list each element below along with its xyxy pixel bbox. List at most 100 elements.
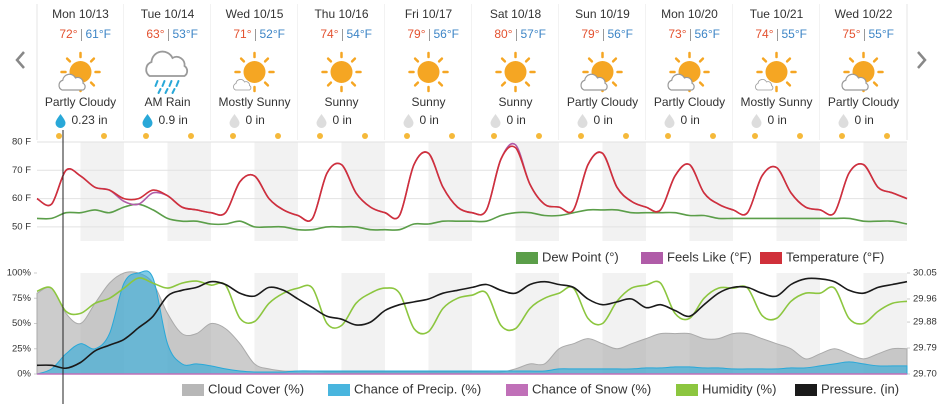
legend-swatch [516,252,538,264]
condition: Sunny [411,95,445,109]
legend-swatch [641,252,663,264]
sunrise-dot [143,133,149,139]
legend-label: Feels Like (°F) [667,249,752,264]
night-band [515,142,559,241]
condition: Sunny [324,95,358,109]
precip: 0 in [594,113,613,127]
sunset-dot [710,133,716,139]
low-temp: 56°F [608,27,633,41]
precip: 0.23 in [72,113,108,127]
day-card: Tue 10/14 63° 53°F AM Rain 0.9 in [124,4,212,140]
y2-tick-label: 29.88 [913,317,937,328]
low-temp: 54°F [347,27,372,41]
line [36,277,908,335]
precip: 0 in [246,113,265,127]
condition: Partly Cloudy [828,95,899,109]
day-label: Fri 10/17 [405,7,453,21]
high-temp: 72° [59,27,77,41]
high-temp: 75° [842,27,860,41]
legend-swatch [760,252,782,264]
sunrise-dot [317,133,323,139]
legend-label: Temperature (°F) [786,249,884,264]
y2-tick-label: 30.05 [913,268,937,279]
low-temp: 55°F [869,27,894,41]
condition: AM Rain [144,95,190,109]
y-tick-label: 50 F [12,221,31,232]
high-temp: 80° [494,27,512,41]
line [36,203,908,231]
prev-arrow[interactable] [15,51,25,69]
y-tick-label: 25% [12,343,32,354]
day-label: Thu 10/16 [314,7,368,21]
y-tick-label: 75% [12,293,32,304]
y-tick-label: 70 F [12,165,31,176]
day-label: Tue 10/14 [141,7,195,21]
high-temp: 71° [233,27,251,41]
night-band [776,142,820,241]
day-card: Sun 10/19 79° 56°F Partly Cloudy 0 in [559,4,647,140]
y2-tick-label: 29.70 [913,369,937,380]
next-arrow[interactable] [917,51,927,69]
legend-label: Chance of Precip. (%) [354,381,481,396]
sunrise-dot [491,133,497,139]
y-tick-label: 0% [17,369,31,380]
night-band [428,142,472,241]
day-label: Sun 10/19 [575,7,630,21]
charts: 80 F 70 F 60 F 50 F Dew Point (°) Feels Like … [7,137,937,397]
legend-swatch [182,384,204,396]
day-card: Tue 10/21 74° 55°F Mostly Sunny 0 in [733,4,821,140]
high-temp: 79° [581,27,599,41]
chart: 80 F 70 F 60 F 50 F Dew Point (°) Feels Like … [12,137,908,264]
precip: 0 in [333,113,352,127]
high-temp: 74° [320,27,338,41]
night-band [689,142,733,241]
precip: 0 in [507,113,526,127]
day-card: Fri 10/17 79° 56°F Sunny 0 in [385,4,473,140]
day-label: Mon 10/20 [661,7,718,21]
sunrise-dot [404,133,410,139]
condition: Sunny [498,95,532,109]
night-band [602,142,646,241]
low-temp: 56°F [695,27,720,41]
condition: Partly Cloudy [45,95,116,109]
line [36,145,908,222]
legend-label: Dew Point (°) [542,249,619,264]
day-card: Wed 10/22 75° 55°F Partly Cloudy 0 in [820,4,908,140]
high-temp: 74° [755,27,773,41]
sunset-dot [797,133,803,139]
sunset-dot [623,133,629,139]
high-temp: 73° [668,27,686,41]
area [36,270,908,375]
legend-swatch [506,384,528,396]
night-band [254,142,298,241]
legend-swatch [328,384,350,396]
precip: 0 in [855,113,874,127]
y2-tick-label: 29.79 [913,343,937,354]
legend-swatch [676,384,698,396]
sunset-dot [275,133,281,139]
low-temp: 61°F [86,27,111,41]
low-temp: 52°F [260,27,285,41]
day-label: Wed 10/15 [226,7,284,21]
day-card: Thu 10/16 74° 54°F Sunny 0 in [298,4,386,140]
precip: 0 in [420,113,439,127]
sunset-dot [188,133,194,139]
legend-label: Cloud Cover (%) [208,381,304,396]
line [36,277,908,370]
night-band [80,142,124,241]
forecast-cards: Mon 10/13 72° 61°F Partly Cloudy 0.23 in Tue … [36,4,908,140]
sunrise-dot [752,133,758,139]
high-temp: 63° [146,27,164,41]
condition: Partly Cloudy [567,95,638,109]
condition: Partly Cloudy [654,95,725,109]
y-tick-label: 100% [7,268,32,279]
legend-swatch [795,384,817,396]
chart: 100% 75% 50% 25% 0% 30.05 29.96 29.88 29.79 29.70… [7,268,937,397]
sunrise-dot [56,133,62,139]
sunset-dot [362,133,368,139]
y2-tick-label: 29.96 [913,293,937,304]
sunrise-dot [665,133,671,139]
night-band [428,273,472,374]
